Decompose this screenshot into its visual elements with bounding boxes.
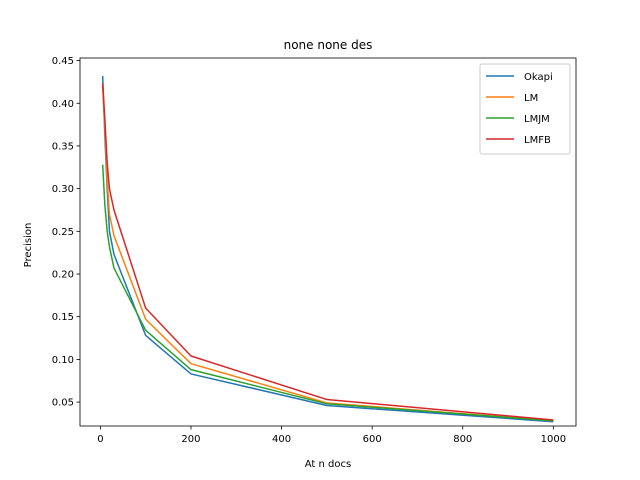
- y-tick-label: 0.20: [52, 270, 74, 281]
- y-axis-label: Precision: [23, 223, 34, 268]
- x-axis-label: At n docs: [305, 459, 351, 470]
- plot-frame: [79, 57, 577, 427]
- legend: Okapi LM LMJM LMFB: [479, 63, 571, 155]
- plot-area: [101, 75, 554, 423]
- x-tick-label: 0: [97, 434, 103, 445]
- legend-entry: LM: [524, 93, 538, 104]
- legend-entry: LMJM: [524, 114, 550, 125]
- legend-box: [479, 63, 571, 155]
- y-tick-label: 0.35: [52, 141, 74, 152]
- y-tick-label: 0.45: [52, 56, 74, 67]
- legend-entry: LMFB: [524, 135, 551, 146]
- y-tick-label: 0.25: [52, 227, 74, 238]
- x-tick-label: 400: [272, 434, 291, 445]
- series-line-lmjm: [101, 164, 554, 422]
- x-axis: 0 200 400 600 800 1000: [97, 426, 566, 445]
- x-tick-label: 1000: [541, 434, 566, 445]
- y-tick-label: 0.30: [52, 184, 74, 195]
- y-tick-label: 0.05: [52, 398, 74, 409]
- x-tick-label: 200: [181, 434, 200, 445]
- chart-title: none none des: [284, 38, 373, 52]
- x-tick-label: 600: [363, 434, 382, 445]
- y-tick-label: 0.40: [52, 99, 74, 110]
- y-tick-label: 0.15: [52, 312, 74, 323]
- x-tick-label: 800: [453, 434, 472, 445]
- y-axis: 0.05 0.10 0.15 0.20 0.25 0.30 0.35 0.40 0.45: [52, 56, 80, 409]
- legend-entry: Okapi: [524, 72, 553, 83]
- y-tick-label: 0.10: [52, 355, 74, 366]
- series-line-lmfb: [101, 82, 554, 421]
